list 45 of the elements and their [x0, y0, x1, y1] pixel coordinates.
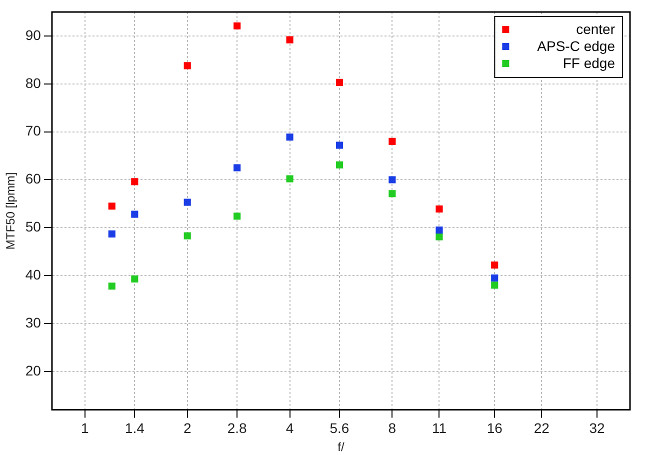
- point: [388, 190, 396, 198]
- x-axis-title: f/: [338, 440, 345, 454]
- point: [336, 142, 344, 149]
- x-tick-label: 5.6: [330, 420, 350, 436]
- point: [131, 275, 138, 282]
- y-tick-label: 70: [25, 122, 42, 139]
- x-tick-label: 32: [589, 420, 606, 436]
- point: [234, 164, 241, 172]
- y-tick-label: 30: [25, 314, 42, 330]
- point: [336, 161, 344, 168]
- text: center: [576, 20, 616, 37]
- x-tick-label: 11: [432, 420, 447, 436]
- x-tick-label: 22: [534, 420, 550, 436]
- point: [491, 274, 498, 282]
- point: [286, 175, 294, 182]
- y-tick-label: 60: [25, 170, 42, 187]
- point: [184, 198, 191, 206]
- x-tick-label: 2.8: [227, 420, 248, 436]
- point: [131, 178, 138, 186]
- y-axis-title: MTF50 [lpmm]: [4, 172, 18, 250]
- point: [388, 176, 396, 184]
- x-tick-label: 8: [388, 420, 396, 436]
- x-tick-label: 2: [183, 420, 192, 436]
- point: [234, 212, 241, 220]
- point: [491, 262, 498, 269]
- y-tick-label: 40: [25, 266, 42, 282]
- point: [491, 282, 498, 289]
- x-tick-label: 16: [486, 420, 503, 436]
- point: [184, 62, 191, 70]
- point: [184, 232, 191, 240]
- x-tick-label: 1.4: [124, 420, 145, 436]
- text: FF edge: [562, 54, 616, 71]
- x-tick-label: 1: [81, 420, 90, 436]
- legend-label: APS-C edge: [537, 38, 616, 54]
- point: [131, 210, 138, 218]
- point: [286, 134, 294, 141]
- x-tick-label: 4: [286, 420, 294, 436]
- y-tick-label: 90: [25, 26, 42, 43]
- y-tick-label: 50: [25, 218, 42, 235]
- point: [336, 78, 344, 86]
- point: [286, 36, 294, 44]
- point: [388, 138, 396, 145]
- point: [234, 22, 241, 30]
- y-tick-label: 80: [25, 74, 42, 91]
- y-tick-label: 20: [25, 362, 42, 378]
